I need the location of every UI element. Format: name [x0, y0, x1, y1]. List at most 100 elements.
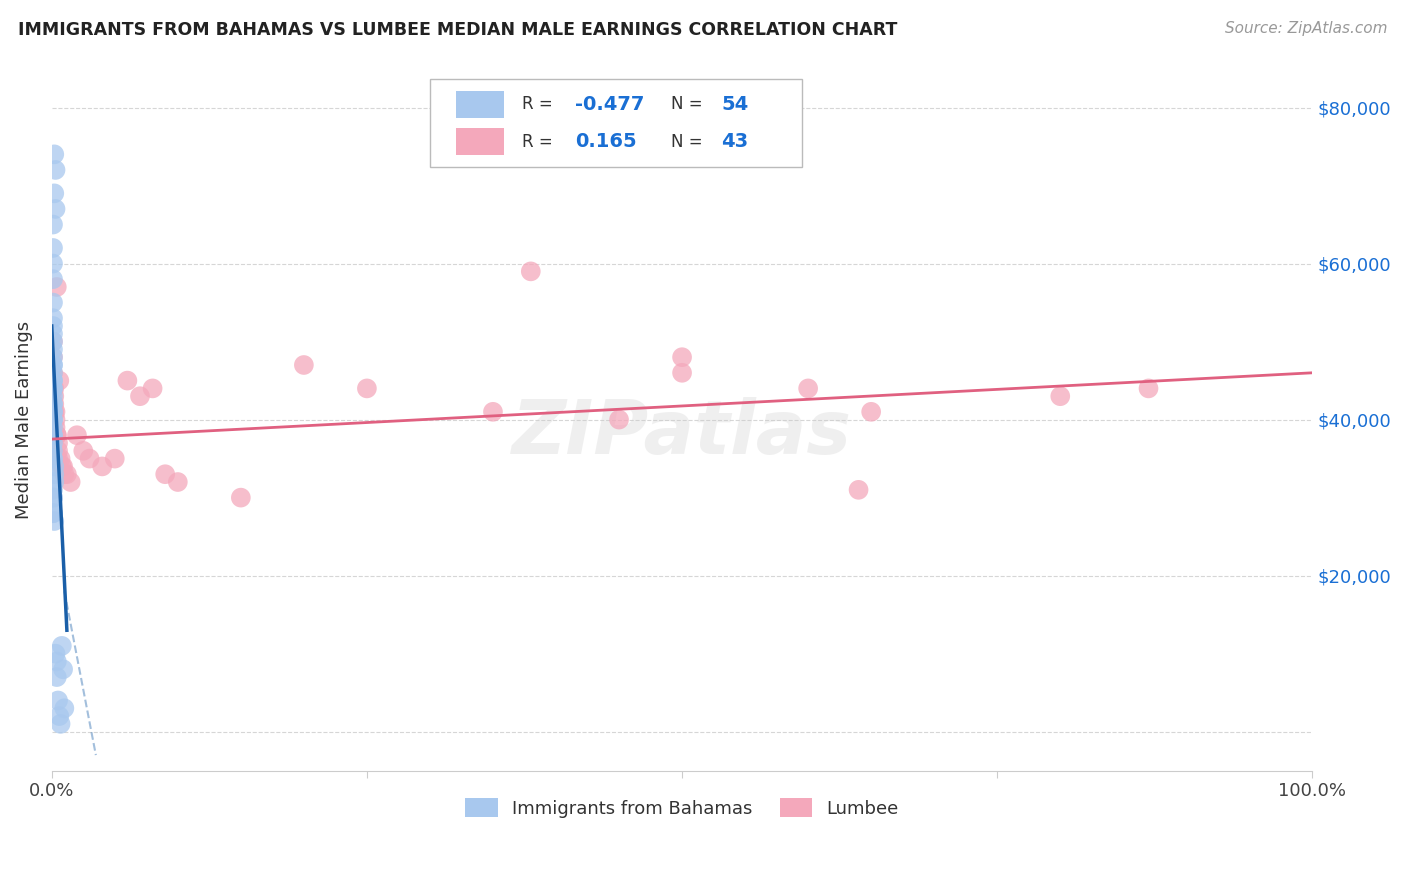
Point — [42, 412, 65, 426]
Point — [48, 709, 70, 723]
Point — [44, 420, 66, 434]
Point — [42, 381, 65, 395]
Point — [45, 670, 67, 684]
Point — [42, 491, 65, 505]
Point — [482, 405, 505, 419]
Point — [42, 420, 65, 434]
Point — [44, 405, 66, 419]
Point — [45, 280, 67, 294]
Point — [44, 397, 66, 411]
Point — [44, 202, 66, 216]
Point — [44, 405, 66, 419]
Point — [91, 459, 114, 474]
Point — [42, 318, 65, 333]
Point — [42, 397, 65, 411]
Point — [42, 334, 65, 349]
Point — [42, 218, 65, 232]
Point — [42, 358, 65, 372]
Point — [44, 381, 66, 395]
Point — [44, 412, 66, 426]
Point — [42, 506, 65, 520]
Point — [860, 405, 883, 419]
Bar — [457, 91, 505, 118]
Text: R =: R = — [522, 95, 558, 113]
Point — [42, 483, 65, 497]
Point — [42, 389, 65, 403]
Point — [42, 381, 65, 395]
Point — [45, 428, 67, 442]
Point — [42, 326, 65, 341]
Point — [42, 428, 65, 442]
Point — [42, 443, 65, 458]
Point — [51, 639, 73, 653]
Point — [292, 358, 315, 372]
Point — [42, 343, 65, 357]
Point — [42, 256, 65, 270]
Point — [1137, 381, 1160, 395]
Point — [79, 451, 101, 466]
Point — [42, 412, 65, 426]
Point — [44, 459, 66, 474]
Point — [155, 467, 177, 482]
Point — [42, 491, 65, 505]
Point — [42, 241, 65, 255]
Point — [44, 147, 66, 161]
Point — [42, 358, 65, 372]
Point — [44, 467, 66, 482]
Point — [797, 381, 820, 395]
Point — [42, 350, 65, 364]
Point — [671, 350, 693, 364]
Point — [42, 295, 65, 310]
Text: N =: N = — [671, 133, 707, 151]
Point — [56, 467, 79, 482]
Point — [46, 443, 69, 458]
Text: IMMIGRANTS FROM BAHAMAS VS LUMBEE MEDIAN MALE EARNINGS CORRELATION CHART: IMMIGRANTS FROM BAHAMAS VS LUMBEE MEDIAN… — [18, 21, 897, 39]
Point — [42, 311, 65, 326]
Point — [42, 366, 65, 380]
Point — [49, 451, 72, 466]
Text: 54: 54 — [721, 95, 748, 114]
Text: N =: N = — [671, 95, 707, 113]
Point — [42, 405, 65, 419]
Point — [48, 374, 70, 388]
Point — [42, 381, 65, 395]
Point — [59, 475, 82, 489]
Point — [42, 436, 65, 450]
Point — [520, 264, 543, 278]
Point — [44, 514, 66, 528]
FancyBboxPatch shape — [430, 79, 801, 167]
Point — [848, 483, 870, 497]
Point — [104, 451, 127, 466]
Point — [46, 436, 69, 450]
Bar — [457, 128, 505, 155]
Point — [356, 381, 378, 395]
Point — [42, 272, 65, 286]
Point — [229, 491, 252, 505]
Point — [42, 506, 65, 520]
Point — [45, 655, 67, 669]
Point — [44, 475, 66, 489]
Point — [42, 451, 65, 466]
Point — [44, 186, 66, 201]
Point — [46, 693, 69, 707]
Point — [66, 428, 89, 442]
Point — [607, 412, 630, 426]
Point — [42, 350, 65, 364]
Point — [42, 374, 65, 388]
Point — [72, 443, 94, 458]
Text: -0.477: -0.477 — [575, 95, 644, 114]
Point — [45, 428, 67, 442]
Point — [53, 467, 76, 482]
Point — [42, 374, 65, 388]
Point — [51, 459, 73, 474]
Text: 43: 43 — [721, 132, 748, 151]
Point — [52, 662, 75, 676]
Point — [52, 459, 75, 474]
Point — [42, 451, 65, 466]
Point — [49, 717, 72, 731]
Text: 0.165: 0.165 — [575, 132, 637, 151]
Text: Source: ZipAtlas.com: Source: ZipAtlas.com — [1225, 21, 1388, 37]
Point — [42, 397, 65, 411]
Point — [46, 451, 69, 466]
Legend: Immigrants from Bahamas, Lumbee: Immigrants from Bahamas, Lumbee — [458, 791, 905, 825]
